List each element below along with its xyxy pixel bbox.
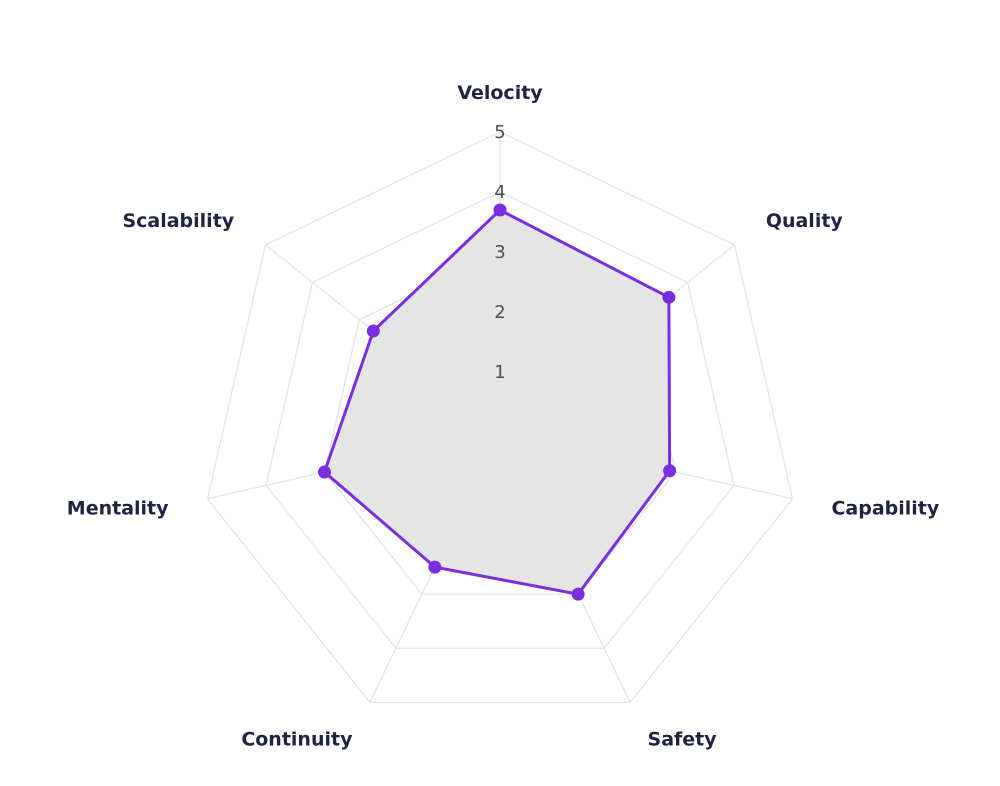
data-point-continuity[interactable] xyxy=(428,560,442,574)
radar-series xyxy=(318,203,677,601)
radar-axis-labels: Velocity Quality Capability Safety Continuit… xyxy=(67,82,940,750)
data-point-mentality[interactable] xyxy=(318,465,332,479)
data-point-capability[interactable] xyxy=(663,464,677,478)
axis-label-scalability: Scalability xyxy=(122,210,234,232)
axis-label-safety: Safety xyxy=(648,728,718,750)
axis-label-capability: Capability xyxy=(831,498,939,520)
grid-ring-5 xyxy=(206,131,794,703)
tick-label-3: 3 xyxy=(494,242,505,263)
tick-label-4: 4 xyxy=(494,182,505,203)
axis-label-quality: Quality xyxy=(766,210,844,232)
axis-label-continuity: Continuity xyxy=(241,728,353,750)
tick-label-2: 2 xyxy=(494,302,505,323)
series-area-0 xyxy=(323,208,672,596)
data-point-velocity[interactable] xyxy=(493,203,507,217)
data-point-scalability[interactable] xyxy=(366,324,380,338)
radar-tick-labels: 1 2 3 4 5 xyxy=(494,122,505,383)
data-point-quality[interactable] xyxy=(662,290,676,304)
axis-label-velocity: Velocity xyxy=(457,82,543,104)
data-point-safety[interactable] xyxy=(571,587,585,601)
grid-ring-4 xyxy=(265,191,735,649)
tick-label-1: 1 xyxy=(494,362,505,383)
tick-label-5: 5 xyxy=(494,122,505,143)
axis-label-mentality: Mentality xyxy=(67,498,169,520)
